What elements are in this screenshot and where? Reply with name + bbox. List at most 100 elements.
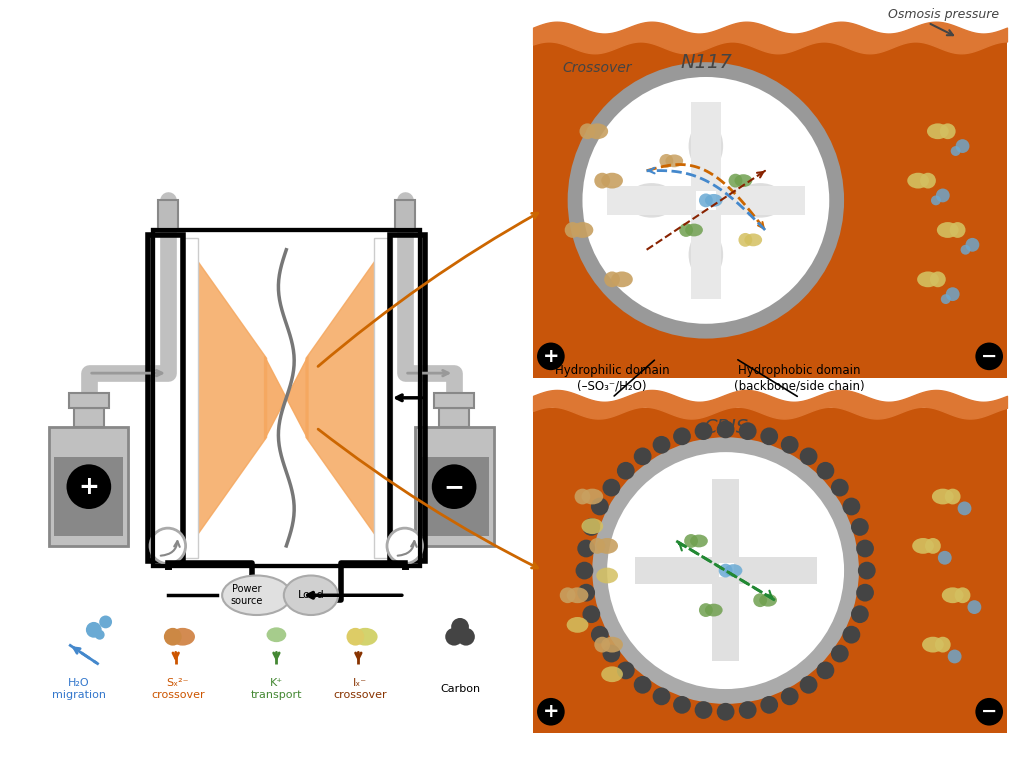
- Text: −: −: [443, 475, 465, 498]
- Circle shape: [445, 628, 463, 646]
- Ellipse shape: [582, 488, 603, 505]
- Text: K⁺
transport: K⁺ transport: [251, 678, 302, 700]
- Bar: [691, 101, 721, 190]
- Circle shape: [694, 701, 713, 719]
- Circle shape: [604, 271, 620, 287]
- Circle shape: [930, 271, 946, 287]
- Bar: [716, 186, 805, 215]
- Circle shape: [578, 584, 595, 601]
- Circle shape: [583, 605, 600, 623]
- Bar: [420, 457, 488, 536]
- Circle shape: [717, 703, 734, 720]
- Ellipse shape: [601, 637, 623, 653]
- Ellipse shape: [744, 233, 762, 247]
- Circle shape: [957, 502, 972, 515]
- Circle shape: [560, 588, 575, 603]
- Circle shape: [935, 637, 950, 653]
- Ellipse shape: [266, 627, 287, 642]
- Circle shape: [717, 421, 734, 439]
- Text: +: +: [543, 702, 559, 721]
- Text: Hydrophobic domain
(backbone/side chain): Hydrophobic domain (backbone/side chain): [734, 364, 865, 392]
- Circle shape: [816, 661, 835, 679]
- Circle shape: [151, 528, 185, 564]
- Circle shape: [602, 644, 621, 663]
- Bar: [158, 200, 178, 230]
- Circle shape: [921, 173, 936, 188]
- Circle shape: [966, 238, 979, 252]
- Circle shape: [950, 146, 961, 156]
- Circle shape: [583, 518, 600, 536]
- Text: Carbon: Carbon: [440, 684, 480, 694]
- Circle shape: [949, 222, 966, 238]
- Circle shape: [800, 448, 817, 465]
- Circle shape: [634, 676, 651, 694]
- Ellipse shape: [566, 588, 589, 603]
- Circle shape: [652, 687, 671, 705]
- Text: CRIS: CRIS: [703, 418, 749, 437]
- Polygon shape: [182, 240, 266, 556]
- Text: Sₓ²⁻
crossover: Sₓ²⁻ crossover: [151, 678, 205, 700]
- Ellipse shape: [759, 594, 777, 607]
- Ellipse shape: [705, 194, 723, 207]
- Circle shape: [457, 628, 475, 646]
- Bar: [439, 408, 469, 428]
- Bar: [733, 557, 817, 584]
- Bar: [54, 457, 124, 536]
- Circle shape: [761, 696, 778, 713]
- Circle shape: [719, 564, 732, 578]
- Bar: [635, 557, 719, 584]
- Text: Hydrophilic domain
(–SO₃⁻/H₂O): Hydrophilic domain (–SO₃⁻/H₂O): [555, 364, 670, 392]
- Circle shape: [564, 222, 581, 238]
- Circle shape: [728, 174, 742, 187]
- Ellipse shape: [222, 575, 291, 615]
- Circle shape: [738, 233, 753, 247]
- Circle shape: [761, 428, 778, 445]
- Ellipse shape: [932, 488, 953, 505]
- Text: −: −: [981, 347, 997, 366]
- Bar: [691, 210, 721, 299]
- Circle shape: [602, 478, 621, 496]
- Ellipse shape: [705, 604, 723, 617]
- Text: Iₓ⁻
crossover: Iₓ⁻ crossover: [334, 678, 387, 700]
- Ellipse shape: [596, 568, 618, 584]
- Circle shape: [941, 294, 950, 304]
- Circle shape: [616, 661, 635, 679]
- Circle shape: [694, 422, 713, 440]
- Ellipse shape: [170, 628, 195, 646]
- Circle shape: [594, 173, 610, 188]
- Circle shape: [976, 698, 1004, 726]
- Circle shape: [652, 436, 671, 454]
- Circle shape: [591, 626, 608, 644]
- Ellipse shape: [690, 535, 708, 548]
- Circle shape: [954, 588, 971, 603]
- FancyBboxPatch shape: [534, 408, 1007, 733]
- Circle shape: [800, 676, 817, 694]
- Ellipse shape: [284, 575, 338, 615]
- Ellipse shape: [918, 271, 939, 287]
- Ellipse shape: [601, 667, 623, 682]
- Circle shape: [946, 287, 959, 301]
- Circle shape: [948, 650, 962, 664]
- Bar: [607, 186, 696, 215]
- Circle shape: [781, 687, 799, 705]
- Circle shape: [616, 462, 635, 480]
- Text: N117: N117: [680, 53, 732, 71]
- Text: H₂O
migration: H₂O migration: [52, 678, 105, 700]
- Ellipse shape: [587, 124, 608, 139]
- Ellipse shape: [611, 271, 633, 287]
- Circle shape: [754, 594, 767, 607]
- Circle shape: [590, 538, 605, 554]
- Circle shape: [567, 62, 844, 339]
- Text: −: −: [442, 472, 466, 501]
- Circle shape: [580, 124, 595, 139]
- Circle shape: [976, 343, 1004, 370]
- Circle shape: [574, 488, 591, 505]
- Text: Crossover: Crossover: [563, 61, 632, 75]
- Bar: [69, 393, 109, 408]
- Circle shape: [738, 701, 757, 719]
- Ellipse shape: [922, 637, 944, 653]
- Circle shape: [452, 618, 469, 636]
- Circle shape: [95, 630, 104, 640]
- Ellipse shape: [907, 173, 929, 188]
- Ellipse shape: [912, 538, 934, 554]
